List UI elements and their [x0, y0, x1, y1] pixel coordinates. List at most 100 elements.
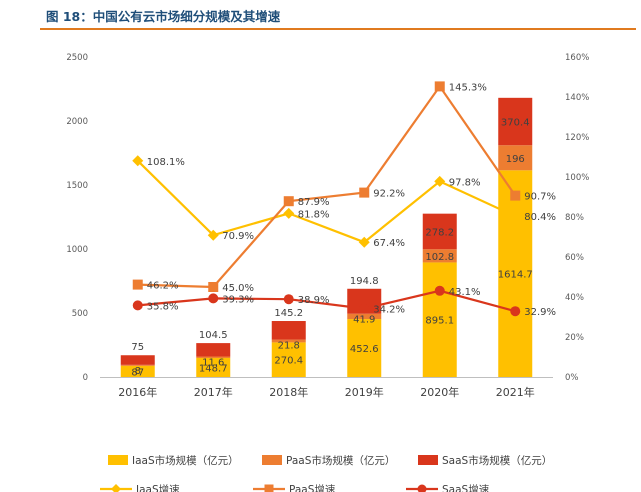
figure-title: 图 18：中国公有云市场细分规模及其增速 [46, 9, 281, 24]
iaas-growth-point [509, 210, 521, 222]
paas-growth-label: 145.3% [449, 82, 487, 93]
saas-bar-label: 278.2 [425, 227, 454, 238]
saas-bar [196, 343, 231, 357]
y-right-tick-label: 100% [565, 173, 589, 183]
iaas-bar [422, 262, 457, 377]
legend-marker [111, 484, 121, 492]
y-right-tick-label: 0% [565, 373, 579, 383]
saas-growth-label: 32.9% [524, 307, 556, 318]
paas-growth-point [132, 279, 143, 290]
legend-label: SaaS市场规模（亿元） [442, 454, 552, 467]
iaas-bar-label: 1614.7 [498, 270, 533, 281]
iaas-growth-label: 97.8% [449, 177, 481, 188]
saas-growth-point [283, 294, 294, 305]
x-category-label: 2021年 [496, 385, 535, 399]
iaas-growth-label: 80.4% [524, 212, 556, 223]
iaas-bar-label: 148.7 [199, 363, 228, 374]
y-left-tick-label: 0 [83, 373, 88, 383]
paas-growth-point [434, 81, 445, 92]
iaas-growth-point [283, 207, 295, 219]
y-left-tick-label: 500 [72, 309, 88, 319]
legend-label: IaaS市场规模（亿元） [132, 454, 239, 467]
iaas-growth-point [434, 175, 446, 187]
saas-bar-label: 145.2 [274, 308, 303, 319]
iaas-bar-label: 452.6 [350, 344, 379, 355]
legend-marker [417, 484, 427, 492]
paas-growth-label: 46.2% [147, 281, 179, 292]
saas-bar-label: 104.5 [199, 330, 228, 341]
y-left-tick-label: 2500 [66, 53, 88, 63]
iaas-growth-point [207, 229, 219, 241]
saas-bar [422, 213, 457, 250]
x-category-label: 2017年 [194, 385, 233, 399]
saas-growth-label: 38.9% [298, 295, 330, 306]
saas-growth-line [137, 289, 516, 313]
x-category-label: 2020年 [420, 385, 459, 399]
saas-growth-point [132, 300, 143, 311]
paas-bar-label: 21.8 [278, 341, 300, 352]
y-right-tick-label: 140% [565, 93, 589, 103]
y-right-tick-label: 20% [565, 333, 584, 343]
y-left-tick-label: 1500 [66, 181, 88, 191]
iaas-bar-label: 87 [131, 367, 144, 378]
legend-swatch [418, 455, 438, 465]
saas-bar-label: 370.4 [501, 118, 530, 129]
paas-bar-label: 8 [135, 366, 141, 377]
paas-bar [347, 313, 382, 320]
saas-bar-label: 194.8 [350, 276, 379, 287]
saas-bar [120, 355, 155, 365]
title-rule [40, 28, 636, 30]
legend-label: SaaS增速 [442, 483, 490, 492]
saas-growth-label: 39.3% [222, 294, 254, 305]
legend-label: PaaS市场规模（亿元） [286, 454, 395, 467]
paas-growth-point [359, 187, 370, 198]
iaas-bar [347, 319, 382, 377]
iaas-bar-label: 895.1 [425, 316, 454, 327]
iaas-growth-point [132, 155, 144, 167]
saas-growth-label: 34.2% [373, 305, 405, 316]
iaas-bar [271, 342, 306, 377]
paas-bar [271, 339, 306, 343]
iaas-growth-line [136, 160, 516, 244]
x-category-label: 2019年 [345, 385, 384, 399]
legend-label: PaaS增速 [289, 483, 336, 492]
iaas-bar [196, 357, 231, 377]
y-left-tick-label: 1000 [66, 245, 88, 255]
paas-growth-point [283, 196, 294, 207]
y-right-tick-label: 80% [565, 213, 584, 223]
paas-bar [498, 145, 533, 171]
paas-growth-point [208, 282, 219, 292]
paas-bar-label: 102.8 [425, 252, 454, 263]
iaas-bar-label: 270.4 [274, 356, 303, 367]
paas-growth-label: 45.0% [222, 283, 254, 294]
y-right-tick-label: 60% [565, 253, 584, 263]
y-right-tick-label: 40% [565, 293, 584, 303]
saas-growth-point [510, 306, 521, 317]
iaas-growth-point [358, 236, 370, 248]
y-left-tick-label: 2000 [66, 117, 88, 127]
paas-growth-line [137, 84, 517, 289]
legend-swatch [262, 455, 282, 465]
iaas-growth-label: 70.9% [222, 231, 254, 242]
paas-growth-label: 90.7% [524, 192, 556, 203]
paas-bar-label: 41.9 [353, 315, 375, 326]
paas-growth-label: 92.2% [373, 189, 405, 200]
legend-marker [264, 484, 274, 492]
paas-bar [120, 364, 155, 366]
legend-swatch [108, 455, 128, 465]
paas-bar-label: 11.6 [202, 357, 224, 368]
paas-bar [422, 249, 457, 263]
legend-label: IaaS增速 [136, 483, 180, 492]
saas-growth-point [359, 303, 370, 314]
saas-growth-label: 35.8% [147, 301, 179, 312]
paas-bar [196, 356, 231, 358]
saas-growth-label: 43.1% [449, 287, 481, 298]
saas-bar-label: 75 [131, 342, 144, 353]
iaas-bar [498, 170, 533, 377]
saas-growth-point [208, 293, 219, 304]
x-category-label: 2016年 [118, 385, 157, 399]
paas-growth-point [510, 190, 521, 201]
iaas-bar [120, 365, 155, 377]
iaas-growth-label: 81.8% [298, 209, 330, 220]
